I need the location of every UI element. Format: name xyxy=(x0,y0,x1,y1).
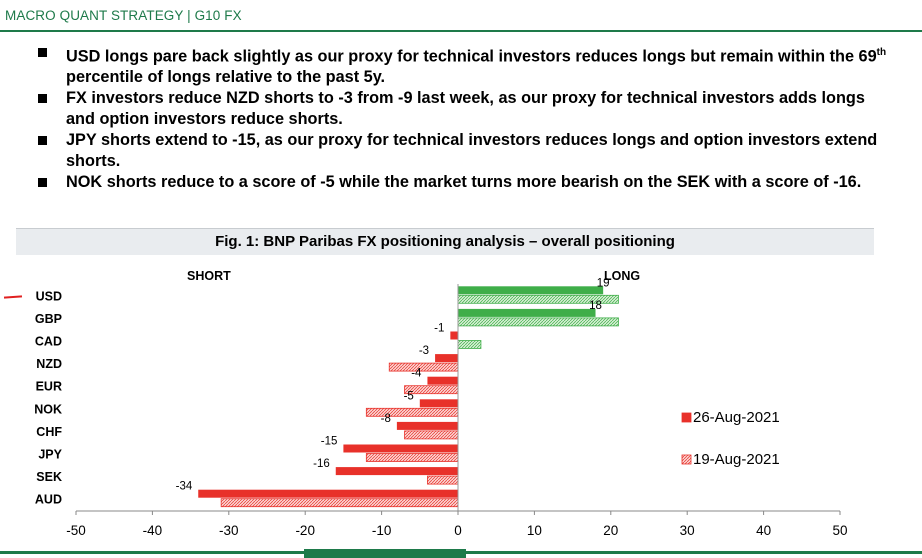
header-title: MACRO QUANT STRATEGY | G10 FX xyxy=(5,8,242,23)
data-label: -15 xyxy=(321,436,338,448)
footer-tab xyxy=(304,549,466,558)
bar-current xyxy=(458,308,596,317)
category-label: USD xyxy=(36,289,62,303)
x-tick-label: 50 xyxy=(832,523,847,538)
category-label: AUD xyxy=(35,493,62,507)
bar-prior xyxy=(457,340,482,349)
x-tick-label: 20 xyxy=(603,523,618,538)
bullet-item: FX investors reduce NZD shorts to -3 fro… xyxy=(38,88,898,130)
legend: 26-Aug-2021 19-Aug-2021 xyxy=(681,409,780,468)
long-label: LONG xyxy=(604,269,641,283)
x-tick-label: -10 xyxy=(372,523,392,538)
bar-prior xyxy=(457,317,619,327)
bullet-text-4: NOK shorts reduce to a score of -5 while… xyxy=(66,173,862,192)
data-label: 18 xyxy=(589,300,602,312)
category-label: CAD xyxy=(35,335,62,349)
x-tick-label: -30 xyxy=(219,523,239,538)
data-label: -8 xyxy=(381,413,391,425)
bar-prior xyxy=(388,362,459,372)
data-label: -5 xyxy=(404,390,414,402)
bullet-list: USD longs pare back slightly as our prox… xyxy=(38,42,898,193)
bar-prior xyxy=(365,453,459,462)
figure-title: Fig. 1: BNP Paribas FX positioning analy… xyxy=(215,233,675,250)
data-label: -4 xyxy=(411,368,422,380)
bullet-square-icon xyxy=(38,48,47,57)
x-tick-label: 40 xyxy=(756,523,771,538)
x-tick-label: 10 xyxy=(527,523,542,538)
data-label: -34 xyxy=(176,481,193,493)
bullet-square-icon xyxy=(38,178,47,188)
header-bar: MACRO QUANT STRATEGY | G10 FX xyxy=(0,0,922,32)
category-label: SEK xyxy=(36,470,62,484)
data-label: 19 xyxy=(597,277,610,289)
bars-group: USD 19 GBP 18 CAD -1 NZD -3 EUR -4 NOK -5 CHF -8 JPY -1… xyxy=(34,277,619,508)
category-label: NOK xyxy=(34,402,62,416)
bar-current xyxy=(450,331,458,340)
data-label: -3 xyxy=(419,345,429,357)
bullet-item: JPY shorts extend to -15, as our proxy f… xyxy=(38,130,898,172)
category-label: JPY xyxy=(38,448,62,462)
bar-prior xyxy=(220,498,459,508)
bullet-text-3: JPY shorts extend to -15, as our proxy f… xyxy=(66,131,878,171)
category-label: GBP xyxy=(35,312,62,326)
bar-current xyxy=(335,467,458,476)
short-label: SHORT xyxy=(187,269,231,283)
bar-current xyxy=(419,399,458,408)
x-tick-label: -20 xyxy=(295,523,315,538)
category-label: NZD xyxy=(36,357,62,371)
legend-label: 26-Aug-2021 xyxy=(693,409,780,426)
x-tick-label: -50 xyxy=(66,523,86,538)
bar-current xyxy=(427,376,458,385)
x-tick-label: 30 xyxy=(680,523,695,538)
bullet-item: USD longs pare back slightly as our prox… xyxy=(38,42,898,88)
bullet-item: NOK shorts reduce to a score of -5 while… xyxy=(38,172,898,193)
x-tick-label: -40 xyxy=(143,523,163,538)
x-axis: -50 -40 -30 -20 -10 0 10 20 30 40 50 xyxy=(66,284,848,538)
bullet-square-icon xyxy=(38,136,47,146)
bar-prior xyxy=(427,475,459,485)
bullet-square-icon xyxy=(38,94,47,104)
bullet-text-1-before: USD longs pare back slightly as our prox… xyxy=(66,47,877,66)
bar-current xyxy=(198,489,459,498)
x-tick-label: 0 xyxy=(454,523,462,538)
bar-current xyxy=(343,444,458,453)
legend-swatch xyxy=(681,412,692,423)
bar-current xyxy=(396,421,458,430)
category-label: CHF xyxy=(36,425,62,439)
legend-label: 19-Aug-2021 xyxy=(693,451,780,468)
bar-current xyxy=(458,286,604,295)
bullet-text-1-sup: th xyxy=(876,47,887,58)
bullet-text-1-after: percentile of longs relative to the past… xyxy=(66,68,386,87)
bullet-text-2: FX investors reduce NZD shorts to -3 fro… xyxy=(66,89,865,129)
category-label: EUR xyxy=(36,380,62,394)
data-label: -1 xyxy=(434,323,444,335)
bar-prior xyxy=(404,430,459,440)
bar-current xyxy=(435,354,458,363)
data-label: -16 xyxy=(313,458,330,470)
legend-swatch xyxy=(681,454,692,465)
figure-title-bar: Fig. 1: BNP Paribas FX positioning analy… xyxy=(16,228,874,255)
